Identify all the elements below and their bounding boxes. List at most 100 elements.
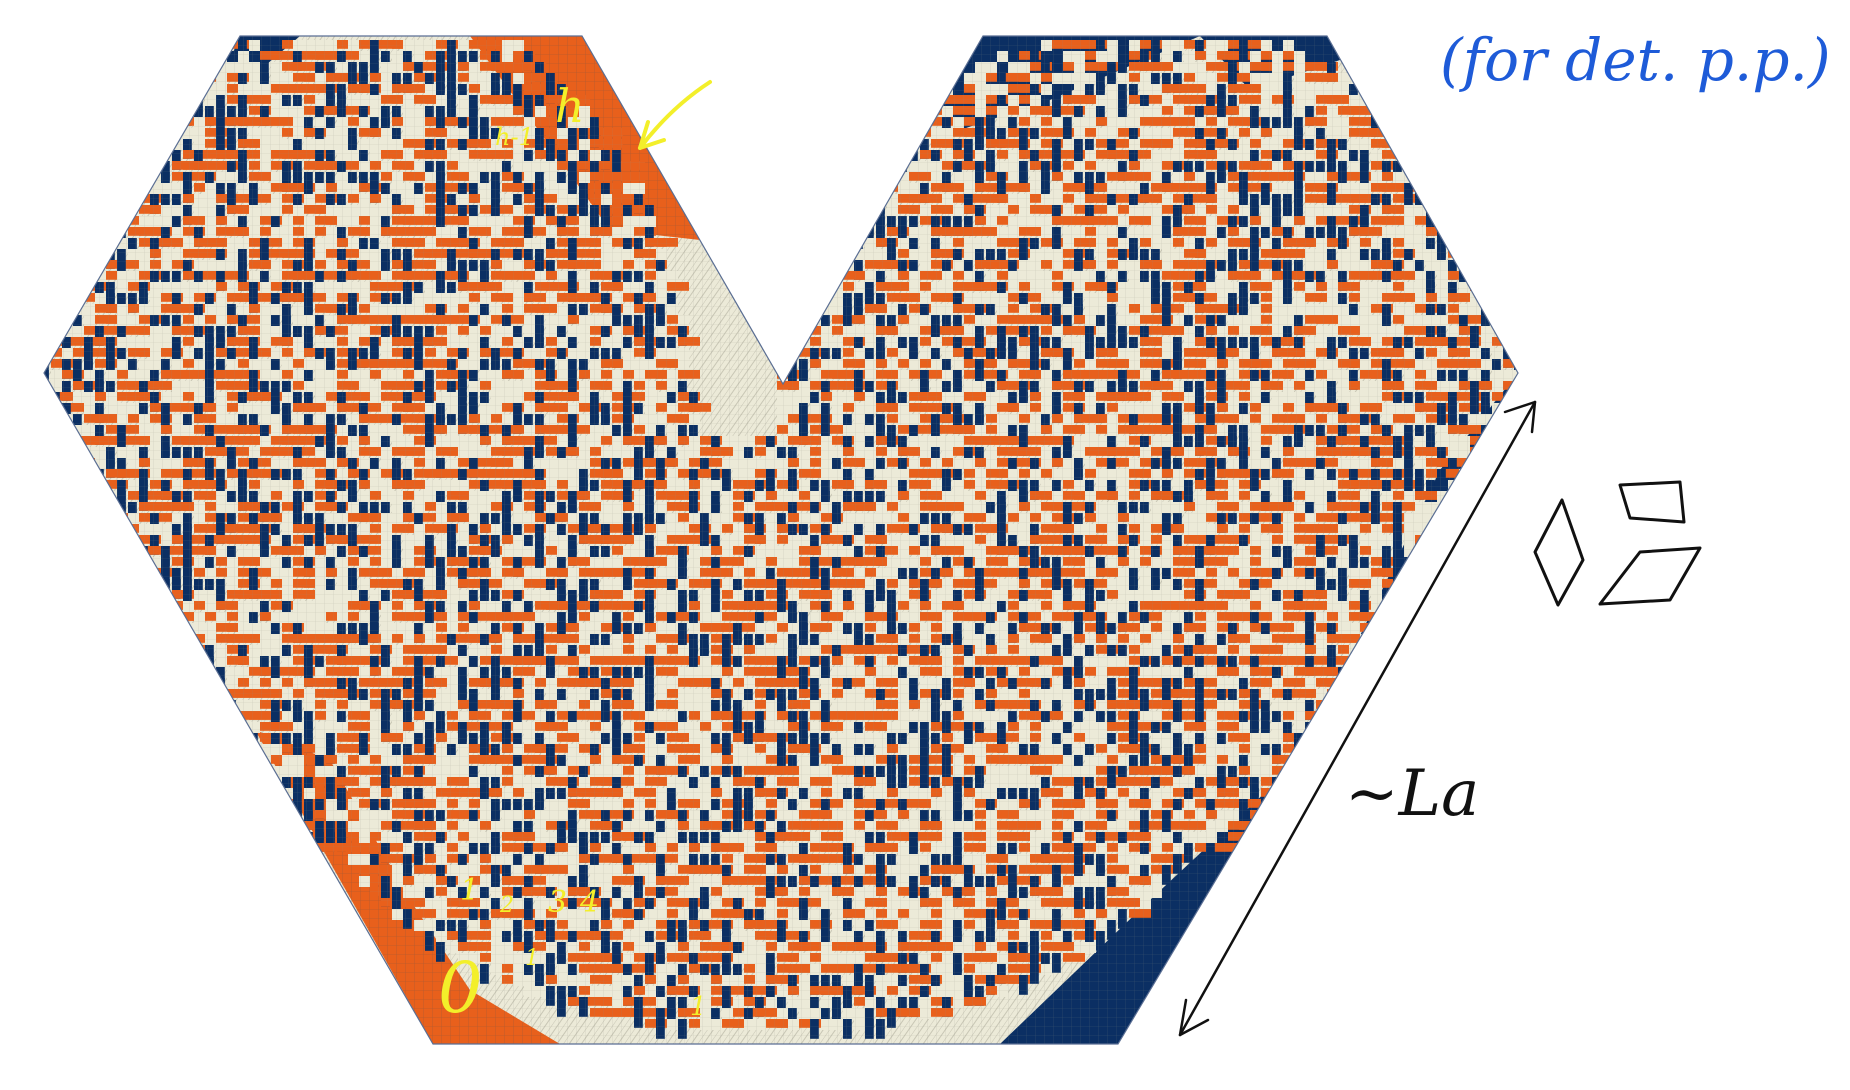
- tile: [1481, 436, 1503, 445]
- tile: [1481, 271, 1490, 291]
- tile: [865, 172, 874, 192]
- tile: [194, 62, 216, 71]
- tile: [73, 227, 82, 247]
- tile: [898, 117, 909, 128]
- tile: [1437, 205, 1446, 225]
- tile: [1448, 227, 1470, 236]
- tile: [876, 172, 898, 181]
- tile: [876, 183, 887, 194]
- tile: [194, 73, 205, 84]
- tile: [73, 480, 95, 489]
- tile: [799, 304, 810, 315]
- tile: [95, 205, 117, 214]
- tile: [1437, 513, 1446, 533]
- tile: [843, 194, 854, 205]
- tile: [1514, 436, 1518, 445]
- tile: [84, 469, 95, 480]
- tile: [84, 513, 106, 522]
- tile: [194, 51, 216, 60]
- tile: [1426, 183, 1448, 192]
- tile: [73, 271, 84, 282]
- tile: [62, 436, 71, 456]
- tile: [887, 128, 896, 148]
- tile: [810, 282, 832, 291]
- tile: [1382, 117, 1393, 128]
- tile: [172, 95, 194, 104]
- tile: [51, 271, 62, 282]
- tile: [51, 491, 62, 502]
- tile: [150, 117, 159, 137]
- tile: [1492, 260, 1501, 280]
- tile: [84, 260, 95, 271]
- tile: [62, 282, 71, 302]
- tile: [216, 40, 225, 60]
- tile: [51, 458, 62, 469]
- tile: [106, 502, 115, 522]
- tile: [183, 73, 205, 82]
- tile: [44, 436, 49, 456]
- tile: [1514, 491, 1518, 511]
- tile: [1503, 425, 1514, 436]
- tile: [172, 106, 194, 115]
- tile: [51, 469, 73, 478]
- tile: [84, 502, 95, 513]
- tile: [1371, 95, 1393, 104]
- tile: [865, 183, 876, 194]
- tile: [1503, 491, 1514, 502]
- tile: [44, 425, 51, 436]
- tile: [73, 238, 84, 249]
- tile: [1481, 458, 1490, 478]
- tile: [854, 227, 865, 238]
- tile: [51, 282, 62, 293]
- tile: [1448, 172, 1470, 181]
- tile: [1481, 502, 1503, 511]
- tile: [1481, 227, 1492, 238]
- tile: [51, 447, 62, 458]
- tile: [788, 326, 799, 337]
- tile: [1448, 216, 1470, 225]
- tile: [832, 271, 843, 282]
- tile: [854, 216, 865, 227]
- tile: [106, 524, 128, 533]
- tile: [1459, 480, 1468, 500]
- tile: [95, 238, 104, 258]
- tile: [95, 480, 106, 491]
- tile: [1481, 238, 1490, 258]
- tile: [1481, 282, 1503, 291]
- tile: [84, 227, 93, 247]
- tile: [1470, 249, 1479, 269]
- tile: [1415, 139, 1437, 148]
- tile: [128, 161, 137, 181]
- tile: [1503, 502, 1514, 513]
- tile: [128, 150, 137, 170]
- tile: [1514, 480, 1518, 491]
- tile: [1470, 282, 1492, 291]
- tile: [161, 84, 183, 93]
- tile: [62, 502, 73, 513]
- tile: [865, 205, 874, 225]
- tile: [1492, 491, 1514, 500]
- tile: [1470, 216, 1492, 225]
- tile: [44, 491, 49, 511]
- tile: [62, 447, 84, 456]
- tile: [62, 491, 71, 511]
- tile: [1459, 249, 1481, 258]
- tile: [1426, 150, 1437, 161]
- tile: [84, 491, 95, 502]
- tile: [1481, 260, 1490, 280]
- tile: [1459, 491, 1468, 511]
- tile: [84, 249, 106, 258]
- tile: [799, 293, 810, 304]
- tile: [172, 117, 181, 137]
- tile: [887, 161, 896, 181]
- tile: [843, 238, 854, 249]
- tile: [1415, 172, 1437, 181]
- tile: [62, 260, 84, 269]
- tile: [161, 128, 170, 148]
- tile: [876, 161, 898, 170]
- tile: [788, 315, 797, 335]
- tile: [1514, 392, 1518, 401]
- tile: [1481, 293, 1503, 302]
- tile: [139, 128, 161, 137]
- tile: [887, 150, 909, 159]
